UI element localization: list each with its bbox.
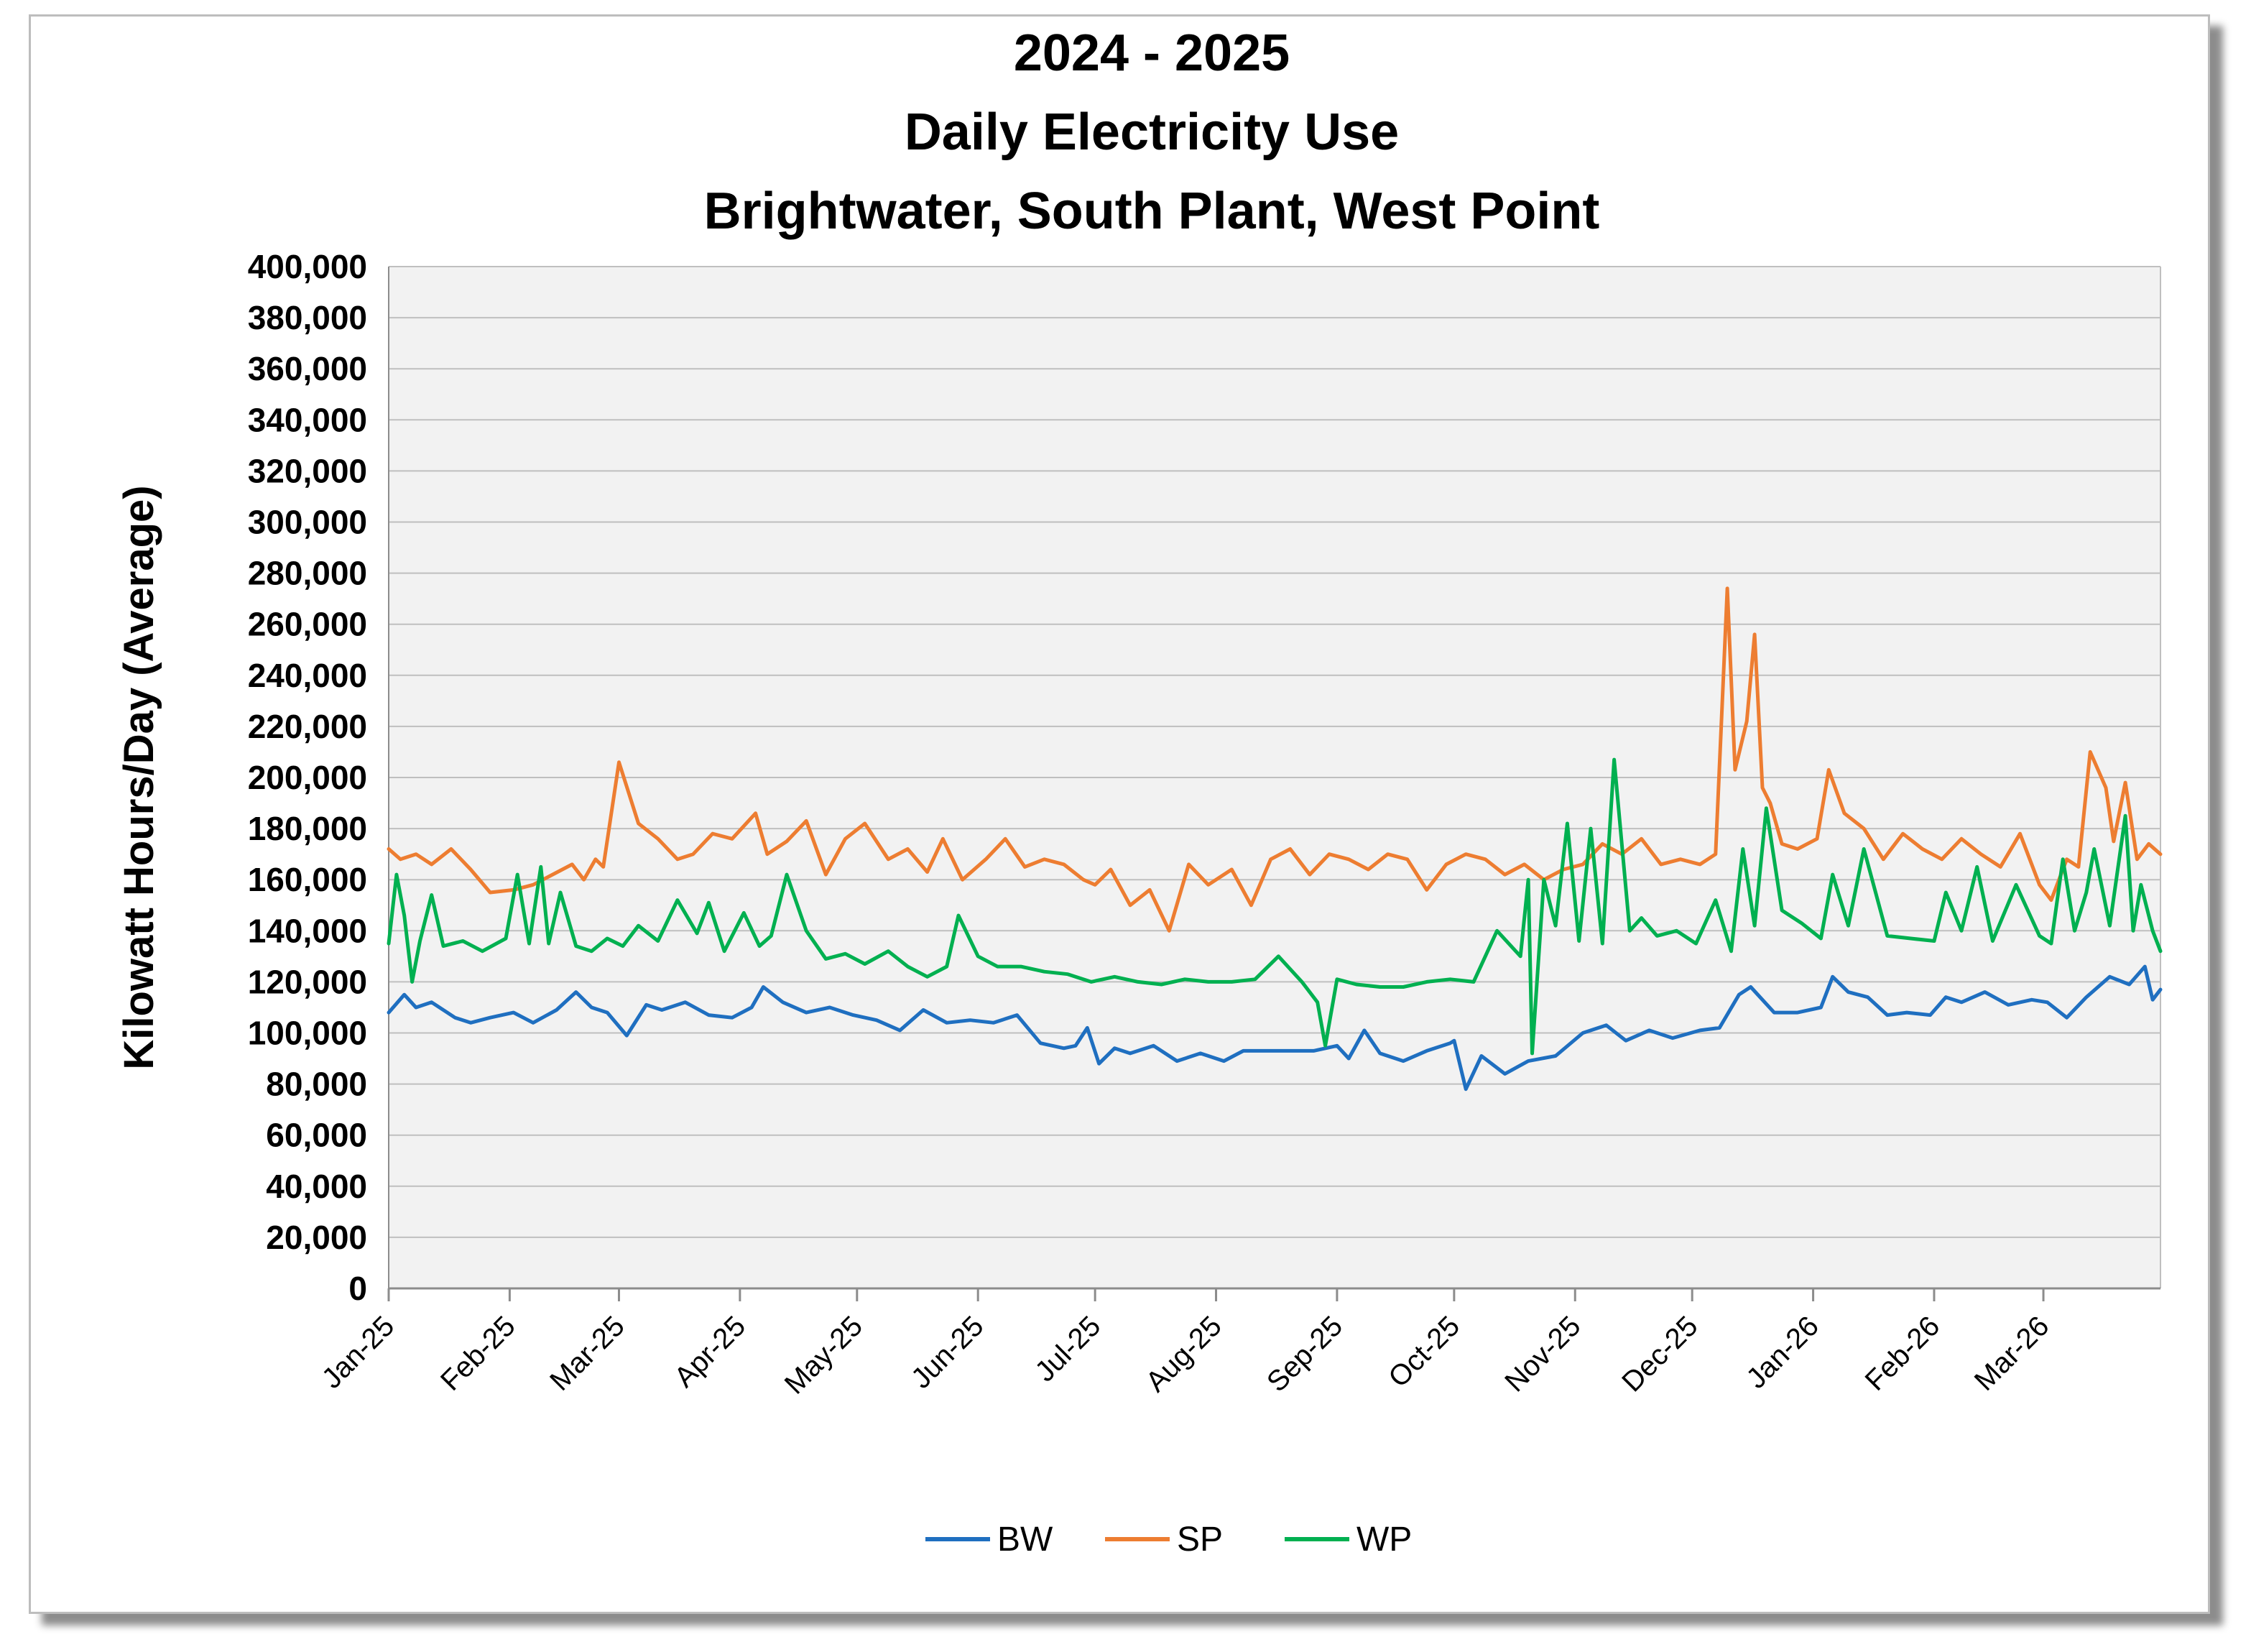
- x-tick-label: Jan-25: [316, 1310, 401, 1395]
- y-axis-ticks: 0 20,000 40,000 60,000 80,000 100,000 120,000 1…: [248, 248, 367, 1307]
- x-tick-label: Sep-25: [1261, 1310, 1349, 1398]
- x-tick-label: May-25: [779, 1310, 869, 1400]
- x-tick-label: Feb-26: [1859, 1310, 1946, 1397]
- x-tick-label: Mar-26: [1969, 1310, 2056, 1397]
- series-line-wp: [387, 757, 2163, 1056]
- y-tick-label: 320,000: [248, 452, 367, 489]
- y-tick-label: 120,000: [248, 963, 367, 1000]
- y-tick-label: 180,000: [248, 810, 367, 847]
- series-line-sp: [387, 586, 2163, 933]
- series-line-bw: [387, 964, 2163, 1092]
- legend-label-sp: SP: [1177, 1521, 1223, 1559]
- y-tick-label: 280,000: [248, 555, 367, 592]
- legend-label-wp: WP: [1356, 1521, 1412, 1559]
- y-tick-label: 340,000: [248, 401, 367, 438]
- y-tick-label: 380,000: [248, 299, 367, 336]
- y-tick-label: 200,000: [248, 759, 367, 796]
- y-axis-title: Kilowatt Hours/Day (Average): [116, 485, 162, 1069]
- x-tick-label: Jan-26: [1740, 1310, 1825, 1395]
- y-tick-label: 400,000: [248, 248, 367, 285]
- x-tick-label: Apr-25: [668, 1310, 752, 1393]
- y-tick-label: 100,000: [248, 1015, 367, 1052]
- y-tick-label: 160,000: [248, 861, 367, 898]
- y-tick-label: 140,000: [248, 912, 367, 949]
- x-tick-label: Feb-25: [435, 1310, 522, 1397]
- y-tick-label: 220,000: [248, 708, 367, 745]
- x-tick-label: Dec-25: [1616, 1310, 1704, 1398]
- x-axis-ticks: Jan-25 Feb-25 Mar-25 Apr-25 May-25 Jun-25 Jul-…: [316, 1288, 2056, 1400]
- series-lines: [387, 586, 2163, 1092]
- x-tick-label: Jul-25: [1029, 1310, 1106, 1388]
- y-tick-label: 300,000: [248, 504, 367, 541]
- x-tick-label: Aug-25: [1140, 1310, 1228, 1398]
- title-line-3: Brightwater, South Plant, West Point: [704, 183, 1600, 240]
- y-tick-label: 240,000: [248, 657, 367, 694]
- y-tick-label: 60,000: [266, 1117, 367, 1154]
- y-tick-label: 0: [348, 1270, 367, 1307]
- x-tick-label: Nov-25: [1499, 1310, 1586, 1398]
- y-tick-label: 40,000: [266, 1168, 367, 1205]
- legend-label-bw: BW: [997, 1521, 1053, 1559]
- y-tick-label: 80,000: [266, 1066, 367, 1103]
- chart-title: 2024 - 2025 Daily Electricity Use Bright…: [704, 24, 1600, 240]
- legend: BW SP WP: [925, 1521, 1412, 1559]
- chart-svg: 2024 - 2025 Daily Electricity Use Bright…: [116, 24, 2163, 1559]
- title-line-2: Daily Electricity Use: [905, 103, 1399, 161]
- chart-frame: 2024 - 2025 Daily Electricity Use Bright…: [29, 14, 2210, 1614]
- x-tick-label: Jun-25: [905, 1310, 990, 1395]
- gridlines: [388, 266, 2161, 1290]
- y-tick-label: 260,000: [248, 606, 367, 643]
- title-line-1: 2024 - 2025: [1014, 24, 1290, 82]
- x-tick-label: Oct-25: [1382, 1310, 1466, 1393]
- y-tick-label: 20,000: [266, 1219, 367, 1256]
- x-tick-label: Mar-25: [544, 1310, 631, 1397]
- y-tick-label: 360,000: [248, 350, 367, 387]
